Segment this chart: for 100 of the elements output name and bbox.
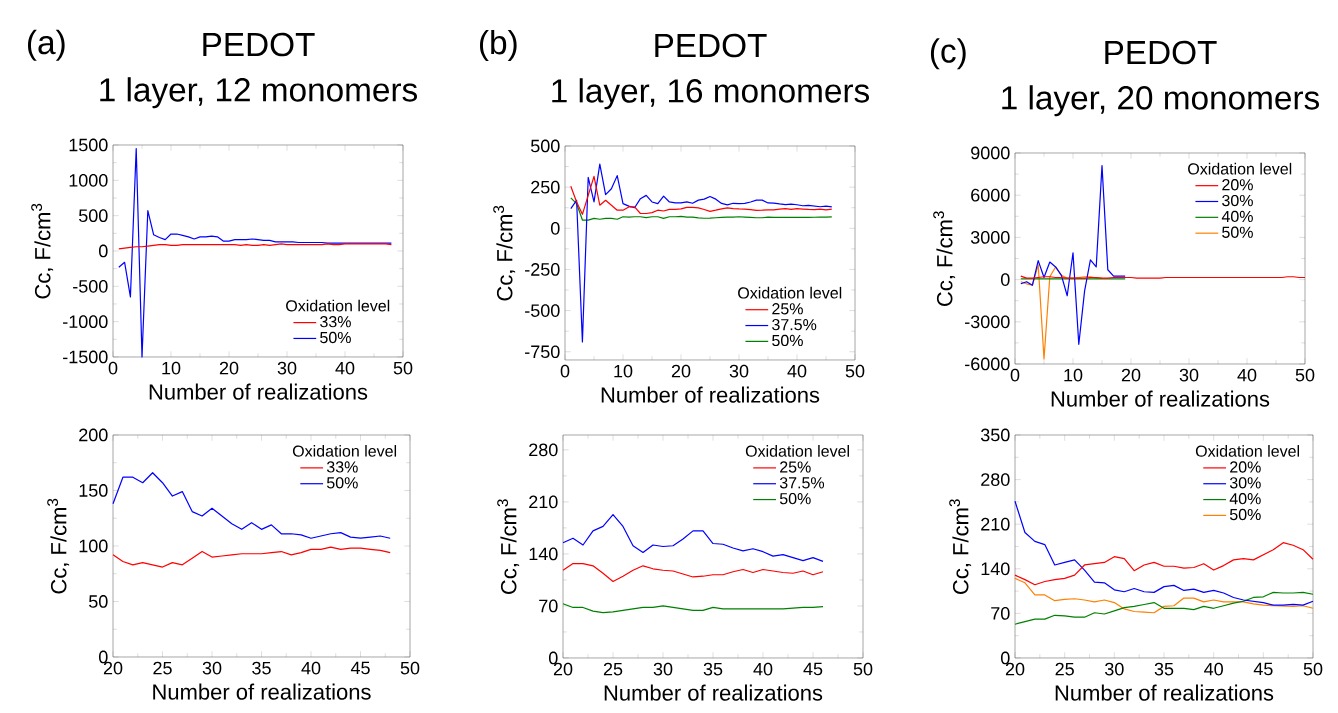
legend-label: 30%	[1222, 194, 1253, 207]
y-tick-label: 1000	[69, 173, 108, 187]
x-axis-title: Number of realizations	[604, 684, 823, 701]
x-tick-label: 25	[1055, 662, 1074, 676]
y-tick-label: 0	[551, 221, 560, 235]
y-tick-label: 3000	[970, 231, 1010, 244]
x-tick-label: 30	[1179, 368, 1199, 382]
y-tick-label: -750	[525, 345, 560, 359]
legend-label: 40%	[1221, 210, 1253, 223]
legend-label: 20%	[1230, 461, 1261, 473]
y-tick-label: 150	[79, 484, 108, 497]
legend-label: 50%	[1222, 226, 1253, 238]
legend-title: Oxidation level	[738, 286, 842, 299]
y-tick-label: 50	[88, 595, 108, 608]
x-tick-label: 10	[162, 361, 181, 375]
x-tick-label: 40	[1204, 662, 1223, 676]
x-tick-label: 35	[1154, 662, 1174, 676]
y-tick-label: 1500	[69, 138, 108, 152]
legend-title: Oxidation level	[745, 445, 849, 457]
text: (c)	[930, 38, 966, 70]
legend-label: 37.5%	[772, 318, 817, 331]
x-tick-label: 40	[753, 662, 773, 676]
x-axis-title: Number of realizations	[153, 683, 371, 700]
y-tick-label: 100	[79, 539, 108, 553]
y-tick-label: 500	[78, 209, 108, 223]
legend-label: 50%	[772, 334, 803, 347]
x-tick-label: 10	[1064, 368, 1083, 382]
x-tick-label: 30	[1105, 662, 1124, 676]
y-tick-label: 280	[981, 473, 1010, 486]
legend-label: 25%	[772, 303, 803, 315]
y-axis-title: Cc, F/cm$^{3}$	[31, 203, 54, 299]
y-axis-title: Cc, F/cm$^{3}$	[497, 499, 520, 594]
chart-subtitle: 1 layer, 12 monomers	[100, 77, 417, 109]
x-tick-label: 30	[277, 361, 297, 375]
legend-label: 50%	[779, 492, 811, 505]
y-tick-label: 0	[1001, 273, 1010, 286]
x-tick-label: 50	[400, 661, 420, 675]
y-tick-label: 9000	[971, 146, 1010, 160]
legend-label: 30%	[1229, 477, 1261, 489]
y-tick-label: 6000	[971, 188, 1010, 202]
chart-title: PEDOT	[1105, 40, 1217, 65]
x-tick-label: 40	[301, 661, 321, 675]
y-tick-label: -1000	[63, 315, 108, 329]
x-tick-label: 50	[1303, 662, 1323, 676]
x-tick-label: 30	[653, 662, 673, 676]
y-axis-title: Cc, F/cm$^{3}$	[493, 205, 516, 301]
x-axis-title: Number of realizations	[601, 386, 820, 403]
legend-title: Oxidation level	[286, 299, 390, 312]
y-tick-label: 140	[529, 547, 558, 561]
y-tick-label: 0	[99, 244, 108, 258]
y-tick-label: 500	[530, 139, 560, 153]
x-tick-label: 35	[252, 661, 271, 675]
y-tick-label: 350	[980, 428, 1010, 442]
chart-subtitle: 1 layer, 16 monomers	[552, 78, 869, 110]
x-tick-label: 20	[1121, 368, 1141, 382]
legend-label: 50%	[320, 331, 351, 344]
x-tick-label: 30	[202, 661, 222, 675]
legend-label: 50%	[326, 477, 358, 489]
x-tick-label: 50	[1295, 368, 1315, 382]
text: (a)	[28, 29, 65, 61]
x-tick-label: 25	[153, 661, 172, 675]
y-axis-title: Cc, F/cm$^{3}$	[47, 498, 70, 594]
legend-title: Oxidation level	[292, 445, 397, 457]
legend-title: Oxidation level	[1195, 445, 1300, 457]
x-tick-label: 40	[1237, 368, 1257, 382]
text: (b)	[480, 29, 517, 61]
x-tick-label: 0	[1010, 368, 1020, 382]
x-tick-label: 35	[703, 662, 723, 676]
line-series	[570, 175, 833, 215]
y-tick-label: -6000	[965, 357, 1010, 371]
x-tick-label: 0	[108, 361, 118, 375]
y-tick-label: -500	[73, 279, 108, 293]
x-tick-label: 45	[350, 661, 370, 675]
x-axis-title: Number of realizations	[149, 383, 368, 400]
chart-title: PEDOT	[203, 32, 315, 57]
y-tick-label: 210	[529, 495, 558, 509]
legend-label: 37.5%	[779, 477, 825, 489]
x-tick-label: 50	[853, 662, 873, 676]
x-tick-label: 25	[603, 662, 623, 676]
y-tick-label: 140	[981, 562, 1010, 576]
x-axis-title: Number of realizations	[1051, 390, 1270, 407]
legend-label: 33%	[326, 461, 358, 473]
y-tick-label: 250	[531, 180, 560, 194]
line-series	[112, 472, 391, 539]
x-tick-label: 40	[335, 361, 355, 375]
y-tick-label: 70	[991, 607, 1010, 620]
x-tick-label: 10	[614, 364, 633, 378]
y-tick-label: -250	[525, 263, 560, 276]
x-tick-label: 20	[671, 364, 691, 378]
y-tick-label: -3000	[965, 315, 1010, 329]
legend-label: 40%	[1229, 493, 1261, 505]
legend-title: Oxidation level	[1188, 162, 1292, 175]
x-tick-label: 0	[560, 364, 570, 378]
y-tick-label: 210	[981, 517, 1010, 531]
x-tick-label: 40	[787, 364, 807, 378]
x-tick-label: 50	[845, 364, 865, 378]
legend-label: 33%	[320, 316, 351, 328]
y-tick-label: 70	[539, 599, 558, 613]
line-series	[562, 562, 824, 583]
chart-subtitle: 1 layer, 20 monomers	[1002, 85, 1319, 117]
